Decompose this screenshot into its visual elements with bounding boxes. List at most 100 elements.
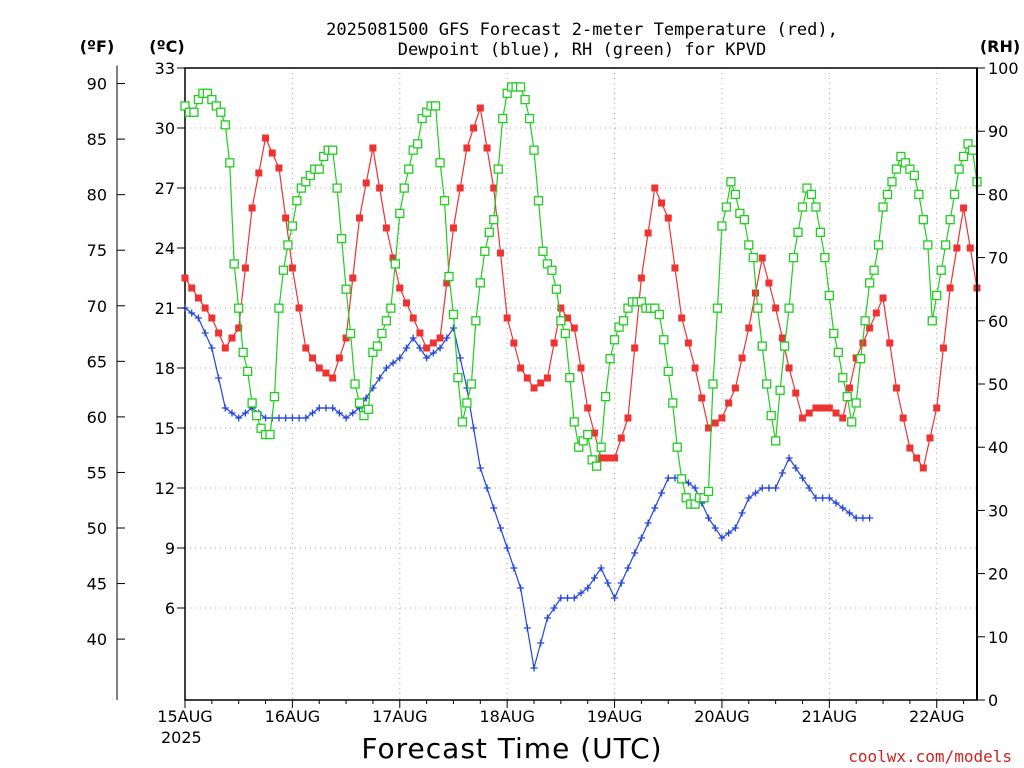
temperature-point [765,279,773,287]
rh-point [757,341,767,351]
rh-point [439,196,450,206]
temperature-point [637,274,645,282]
rh-point [560,328,570,339]
rh-point [430,101,441,111]
temperature-point [678,314,686,322]
temperature-point [752,289,760,297]
dewpoint-point [523,624,531,632]
dewpoint-point [335,409,343,417]
rh-point [891,164,902,174]
fahrenheit-tick-label: 60 [87,408,107,427]
rh-point [739,215,749,225]
dewpoint-point [624,564,632,572]
rh-tick-label: 60 [988,312,1008,331]
rh-point [775,385,785,395]
temperature-point [322,369,330,377]
temperature-point [731,384,739,392]
rh-point [703,486,714,497]
rh-point [556,316,566,326]
temperature-point [946,284,954,292]
rh-point [864,278,875,288]
celsius-tick-label: 18 [155,359,175,378]
rh-point [462,398,472,408]
temperature-point [684,339,692,347]
temperature-point [711,419,719,427]
x-tick-label: 19AUG [587,707,642,726]
rh-point [949,189,960,200]
dewpoint-point [416,344,424,352]
rh-point [784,303,794,313]
rh-point [515,82,526,92]
temperature-point [510,339,518,347]
dewpoint-point [275,414,283,422]
fahrenheit-tick-label: 90 [87,75,107,94]
rh-point [390,259,400,269]
temperature-point [899,414,907,422]
dewpoint-point [866,514,874,522]
temperature-point [960,204,968,212]
temperature-point [423,344,431,352]
dewpoint-point [658,489,666,497]
temperature-point [248,204,256,212]
rh-tick-label: 50 [988,375,1008,394]
rh-point [712,303,723,313]
rh-point [547,265,557,275]
rh-point [484,227,494,237]
dewpoint-point [852,514,860,522]
rh-point [779,341,790,351]
temperature-point [933,404,941,412]
temperature-point [892,384,900,392]
temperature-point [705,424,713,432]
temperature-point [396,284,404,292]
temperature-point [543,374,551,382]
dewpoint-point [241,409,249,417]
temperature-point [691,364,699,372]
temperature-point [315,364,323,372]
temperature-point [194,294,202,302]
dewpoint-point [288,414,296,422]
temperature-point [839,414,847,422]
dewpoint-point [564,594,572,602]
temperature-point [188,284,196,292]
dewpoint-point [476,464,484,472]
rh-point [565,373,575,383]
dewpoint-point [322,404,330,412]
celsius-axis-label: (ºC) [149,37,184,56]
rh-point [225,158,235,168]
dewpoint-point [423,354,431,362]
dewpoint-point [785,454,793,462]
dewpoint-point [215,374,223,382]
first-tick-year: 2025 [161,728,202,747]
rh-point [363,404,374,414]
dewpoint-point [691,484,699,492]
rh-point [672,442,682,452]
temperature-point [389,254,397,262]
temperature-point [537,379,545,387]
dewpoint-point [805,484,813,492]
x-tick-label: 18AUG [479,707,534,726]
series-temperature [181,104,981,472]
temperature-point [624,414,632,422]
temperature-point [362,179,370,187]
temperature-point [825,404,833,412]
celsius-tick-label: 27 [155,179,175,198]
dewpoint-point [604,579,612,587]
rh-point [435,158,445,168]
series-dewpoint [181,304,874,672]
temperature-point [631,344,639,352]
dewpoint-point [725,529,733,537]
dewpoint-point [543,614,551,622]
rh-point [444,271,454,282]
rh-point [923,240,933,250]
dewpoint-point [349,409,357,417]
rh-point [936,265,946,275]
temperature-point [382,224,390,232]
temperature-point [845,384,853,392]
temperature-point [335,354,343,362]
rh-tick-label: 20 [988,565,1008,584]
dewpoint-point [772,484,780,492]
dewpoint-point [315,404,323,412]
rh-point [283,240,293,250]
temperature-point [208,314,216,322]
dewpoint-point [537,639,545,647]
